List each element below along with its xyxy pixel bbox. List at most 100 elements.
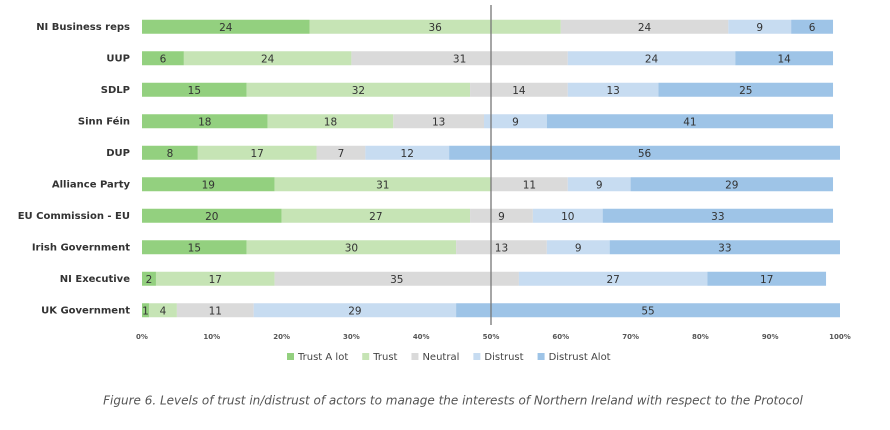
data-label: 25 [739, 85, 752, 97]
x-tick-label: 60% [552, 333, 569, 341]
data-label: 20 [205, 211, 218, 223]
bar-segment [142, 271, 156, 286]
data-label: 33 [718, 242, 731, 254]
data-label: 55 [641, 305, 654, 317]
category-label: UK Government [41, 305, 130, 316]
bar-segment [142, 51, 184, 66]
bar-segment [142, 177, 275, 192]
bar-segment [735, 51, 834, 66]
bar-segment [470, 208, 533, 223]
category-label: UUP [106, 53, 130, 64]
x-tick-label: 20% [273, 333, 290, 341]
bar-segment [309, 19, 561, 34]
legend-label: Trust [372, 352, 397, 363]
bar-segment [267, 114, 394, 129]
legend-swatch [287, 353, 294, 360]
data-label: 7 [338, 148, 345, 160]
category-label: NI Executive [60, 274, 130, 285]
bar-segment [316, 145, 366, 160]
x-tick-label: 40% [413, 333, 430, 341]
data-label: 13 [432, 116, 445, 128]
data-label: 24 [219, 22, 233, 34]
x-tick-label: 80% [692, 333, 709, 341]
data-label: 13 [495, 242, 508, 254]
bar-segment [176, 303, 254, 318]
bar-segment [351, 51, 568, 66]
bar-segment [728, 19, 792, 34]
bar-segment [602, 208, 834, 223]
data-label: 9 [498, 211, 505, 223]
bar-segment [560, 19, 729, 34]
bar-segment [518, 271, 708, 286]
data-label: 56 [638, 148, 652, 160]
data-label: 1 [142, 305, 149, 317]
data-label: 24 [645, 53, 659, 65]
bar-segment [246, 240, 457, 255]
bar-segment [142, 19, 310, 34]
x-tick-label: 100% [829, 333, 851, 341]
bar-segment [274, 177, 491, 192]
data-label: 33 [711, 211, 724, 223]
bar-segment [197, 145, 317, 160]
data-label: 9 [756, 22, 763, 34]
data-label: 11 [523, 179, 536, 191]
bar-segment [546, 240, 610, 255]
data-label: 9 [575, 242, 582, 254]
bar-segment [246, 82, 471, 97]
x-tick-label: 10% [203, 333, 220, 341]
bar-segment [148, 303, 177, 318]
bar-segment [274, 271, 519, 286]
bar-segment [484, 114, 547, 129]
bar-segment [456, 303, 840, 318]
data-label: 4 [160, 305, 167, 317]
x-tick-label: 50% [483, 333, 500, 341]
bar-segment [567, 82, 659, 97]
legend-swatch [362, 353, 370, 360]
x-tick-label: 30% [343, 333, 360, 341]
bar-segment [791, 19, 834, 34]
bar-segment [532, 208, 603, 223]
data-label: 18 [198, 116, 211, 128]
bar-segment [630, 177, 834, 192]
data-label: 15 [188, 242, 201, 254]
data-label: 6 [160, 53, 167, 65]
data-label: 13 [606, 85, 619, 97]
data-label: 27 [606, 274, 619, 286]
x-tick-label: 90% [762, 333, 779, 341]
bar-segment [707, 271, 827, 286]
caption: Figure 6. Levels of trust in/distrust of… [103, 394, 803, 408]
data-label: 10 [561, 211, 574, 223]
data-label: 14 [777, 53, 791, 65]
data-label: 9 [596, 179, 603, 191]
bar-segment [491, 177, 568, 192]
category-label: Irish Government [32, 242, 130, 253]
data-label: 2 [146, 274, 153, 286]
bar-segment [609, 240, 840, 255]
legend-swatch [537, 353, 545, 360]
data-label: 14 [512, 85, 526, 97]
bar-segment [142, 145, 198, 160]
data-label: 32 [352, 85, 365, 97]
bar-segment [546, 114, 834, 129]
bar-segment [142, 240, 247, 255]
data-label: 9 [512, 116, 519, 128]
data-label: 24 [638, 22, 652, 34]
category-label: Alliance Party [52, 179, 131, 190]
bar-segment [253, 303, 457, 318]
bar-segment [155, 271, 275, 286]
bar-segment [470, 82, 568, 97]
data-label: 35 [390, 274, 403, 286]
bar-segment [142, 114, 268, 129]
legend-swatch [473, 353, 481, 360]
legend-label: Distrust Alot [549, 352, 611, 363]
data-label: 8 [167, 148, 174, 160]
data-label: 29 [348, 305, 361, 317]
legend-label: Distrust [484, 352, 523, 363]
category-label: Sinn Féin [78, 115, 130, 127]
bar-segment [183, 51, 352, 66]
category-label: NI Business reps [36, 22, 130, 33]
data-label: 41 [683, 116, 696, 128]
bar-segment [281, 208, 471, 223]
legend-label: Trust A lot [297, 352, 348, 363]
